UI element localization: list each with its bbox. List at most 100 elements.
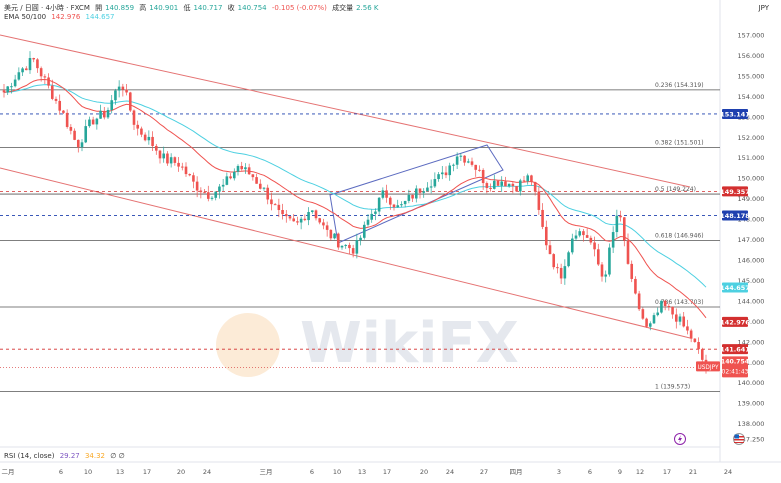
close-value: 140.754 bbox=[237, 4, 267, 12]
y-tick-label: 153.000 bbox=[738, 113, 765, 121]
candle-body bbox=[663, 300, 667, 307]
candle-body bbox=[362, 224, 366, 238]
candle-body bbox=[455, 156, 459, 165]
candle-body bbox=[396, 205, 400, 208]
candle-body bbox=[440, 172, 444, 175]
countdown-label: 02:41:43 bbox=[722, 368, 749, 375]
candle-body bbox=[236, 165, 240, 172]
candle-body bbox=[88, 119, 91, 127]
price-badge bbox=[722, 210, 748, 221]
open-value: 140.859 bbox=[105, 4, 135, 12]
candle-body bbox=[489, 188, 492, 190]
x-tick-label: 24 bbox=[203, 468, 211, 476]
candle-body bbox=[355, 240, 359, 254]
candle-body bbox=[674, 314, 678, 322]
candle-body bbox=[478, 169, 481, 171]
ema-label: EMA 50/100 bbox=[4, 13, 47, 21]
rsi-value-1: 29.27 bbox=[59, 452, 80, 460]
candle-body bbox=[266, 187, 270, 200]
ema50-line bbox=[3, 78, 707, 319]
candle-body bbox=[366, 219, 370, 225]
candle-body bbox=[426, 187, 429, 192]
low-value: 140.717 bbox=[193, 4, 223, 12]
candle-body bbox=[515, 186, 518, 192]
volume-value: 2.56 K bbox=[356, 4, 379, 12]
y-tick-label: 151.000 bbox=[738, 154, 765, 162]
candle-body bbox=[634, 278, 637, 294]
candle-body bbox=[221, 184, 225, 187]
candle-body bbox=[481, 169, 485, 184]
candle-body bbox=[533, 181, 537, 192]
candle-body bbox=[463, 155, 466, 163]
price-badge-label: 153.141 bbox=[720, 110, 750, 118]
candle-body bbox=[422, 191, 426, 193]
candle-body bbox=[214, 191, 218, 198]
candle-body bbox=[50, 85, 54, 99]
candle-body bbox=[444, 172, 448, 176]
candle-body bbox=[485, 183, 489, 189]
x-tick-label: 20 bbox=[420, 468, 428, 476]
candle-body bbox=[671, 306, 674, 315]
volume-label: 成交量 bbox=[332, 4, 354, 12]
candle-body bbox=[388, 197, 392, 205]
candle-body bbox=[574, 235, 578, 239]
candle-body bbox=[700, 349, 704, 360]
candle-body bbox=[596, 249, 600, 265]
candle-body bbox=[247, 167, 251, 175]
candle-body bbox=[106, 110, 110, 118]
candle-body bbox=[270, 199, 273, 205]
x-tick-label: 10 bbox=[333, 468, 341, 476]
candle-body bbox=[381, 190, 385, 198]
candle-body bbox=[151, 136, 154, 146]
candle-body bbox=[504, 181, 507, 187]
candle-body bbox=[392, 204, 396, 208]
candle-body bbox=[377, 197, 381, 212]
candle-body bbox=[466, 161, 470, 163]
y-tick-label: 147.000 bbox=[738, 236, 765, 244]
candle-body bbox=[2, 90, 6, 93]
candle-body bbox=[526, 175, 530, 182]
rsi-value-2: 34.32 bbox=[84, 452, 106, 460]
candle-body bbox=[240, 165, 244, 170]
candle-body bbox=[359, 237, 362, 241]
candle-body bbox=[507, 183, 511, 187]
candle-body bbox=[17, 72, 21, 80]
y-tick-label: 157.000 bbox=[738, 32, 765, 40]
candle-body bbox=[641, 309, 645, 319]
candle-body bbox=[102, 110, 106, 118]
candle-body bbox=[622, 217, 626, 241]
candle-body bbox=[374, 211, 377, 214]
candle-body bbox=[173, 157, 177, 163]
candle-body bbox=[80, 142, 84, 148]
x-tick-label: 四月 bbox=[510, 468, 523, 476]
candle-body bbox=[10, 86, 13, 88]
y-tick-label: 146.000 bbox=[738, 257, 765, 265]
candle-body bbox=[322, 222, 325, 226]
candle-body bbox=[689, 330, 693, 339]
candle-body bbox=[530, 175, 533, 182]
ascending-channel bbox=[329, 144, 504, 244]
candle-body bbox=[121, 86, 125, 90]
candle-body bbox=[556, 267, 559, 269]
y-tick-label: 154.000 bbox=[738, 93, 765, 101]
candle-body bbox=[418, 188, 422, 193]
candle-body bbox=[54, 98, 58, 101]
candle-body bbox=[667, 306, 671, 308]
fib-level-label: 0.5 (149.224) bbox=[655, 186, 696, 193]
candle-body bbox=[630, 263, 634, 279]
x-tick-label: 21 bbox=[689, 468, 697, 476]
y-tick-label: 144.000 bbox=[738, 297, 765, 305]
candle-body bbox=[210, 197, 214, 199]
candle-body bbox=[47, 77, 50, 86]
candle-body bbox=[314, 210, 318, 219]
lightning-icon[interactable] bbox=[674, 430, 686, 449]
candle-body bbox=[563, 266, 567, 279]
candle-body bbox=[125, 89, 128, 93]
candle-body bbox=[325, 225, 329, 230]
us-flag-icon[interactable] bbox=[733, 430, 745, 449]
price-badge bbox=[722, 344, 748, 355]
x-tick-label: 13 bbox=[116, 468, 124, 476]
candle-body bbox=[407, 194, 411, 201]
candle-body bbox=[128, 92, 132, 111]
